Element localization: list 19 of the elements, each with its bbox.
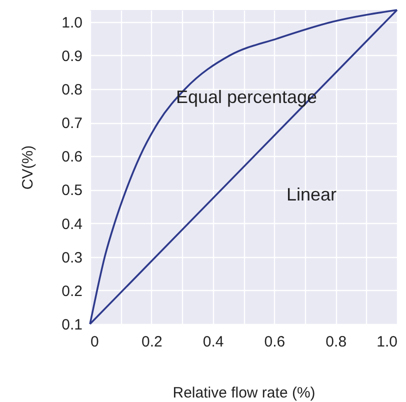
text: Linear	[286, 184, 337, 204]
y-tick-label: 0.6	[62, 148, 82, 166]
y-tick-label: 0.8	[62, 81, 82, 98]
x-tick-label: 1.0	[376, 334, 398, 350]
y-tick-label: 0.1	[62, 316, 82, 334]
y-axis-title: CV(%)	[20, 145, 37, 190]
y-tick-label: 0.7	[62, 115, 82, 132]
x-tick-label: 0.4	[202, 334, 224, 350]
y-tick-label: 0.2	[62, 282, 82, 300]
x-tick-label: 0.2	[141, 334, 162, 350]
x-axis-title: Relative flow rate (%)	[172, 384, 316, 402]
y-tick-label: 0.3	[62, 249, 82, 266]
y-tick-label: 0.5	[62, 182, 82, 200]
x-tick-label: 0.6	[264, 334, 286, 350]
y-tick-label: 0.4	[62, 216, 82, 233]
y-tick-label: 0.9	[62, 48, 82, 65]
x-tick-label: 0	[90, 334, 99, 350]
y-tick-label: 1.0	[62, 14, 82, 32]
x-tick-label: 0.8	[326, 334, 347, 350]
